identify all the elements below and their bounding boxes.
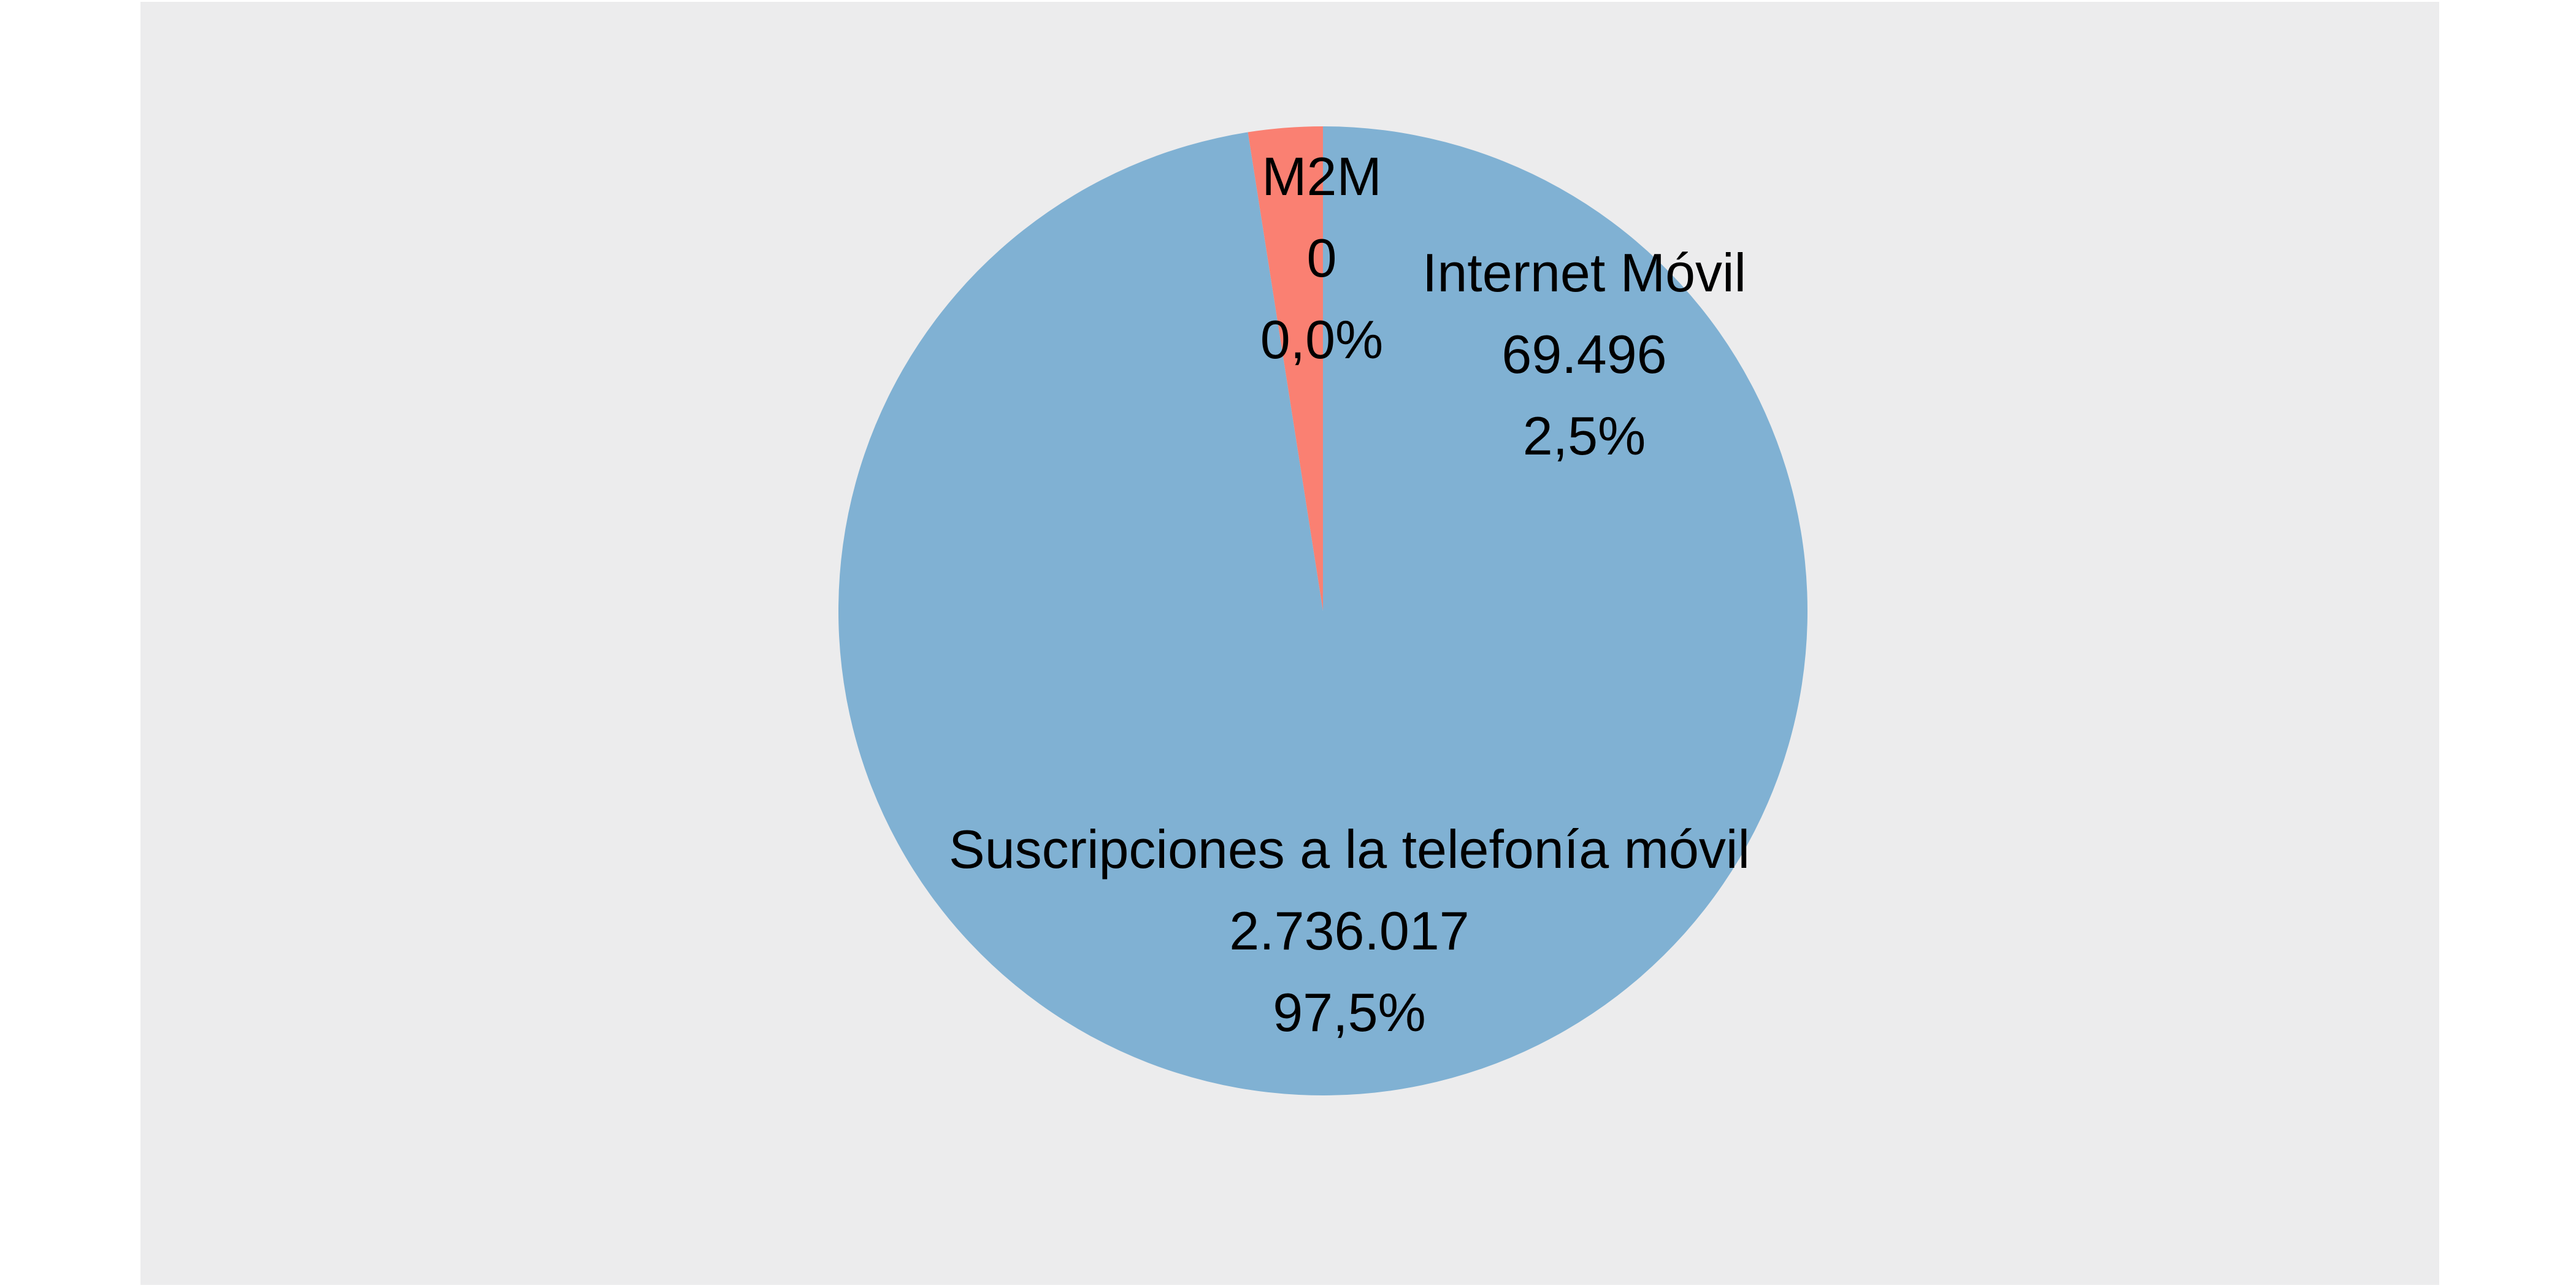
pie-label-internet-movil-value: 69.496: [1501, 324, 1666, 385]
pie-label-suscripciones-a-la-telefonia-movil-percent: 97,5%: [1273, 982, 1426, 1043]
pie-labels: M2M 0 0,0% Internet Móvil 69.496 2,5% Suscripc…: [949, 146, 1750, 1043]
pie-slice-suscripciones-a-la-telefonia-movil: [838, 126, 1808, 1095]
pie-label-m2m-percent: 0,0%: [1260, 309, 1384, 370]
pie-label-internet-movil-percent: 2,5%: [1523, 405, 1646, 466]
pie-slice-internet-movil: [1248, 126, 1323, 611]
pie-label-m2m-value: 0: [1307, 228, 1337, 288]
pie-slices: [838, 126, 1808, 1095]
pie-label-suscripciones-a-la-telefonia-movil-value: 2.736.017: [1229, 900, 1470, 961]
pie-label-m2m-name: M2M: [1262, 146, 1382, 207]
pie-label-internet-movil-name: Internet Móvil: [1422, 242, 1746, 303]
pie-label-suscripciones-a-la-telefonia-movil-name: Suscripciones a la telefonía móvil: [949, 819, 1750, 880]
